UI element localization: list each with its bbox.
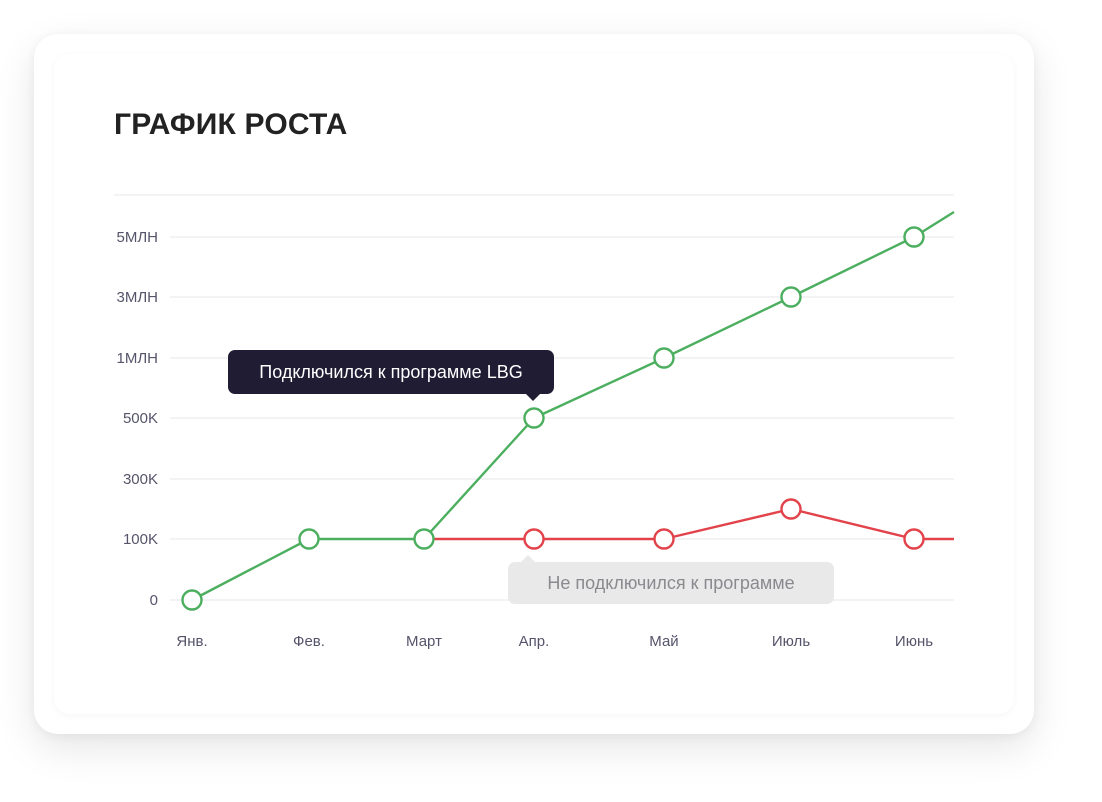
y-tick-label: 5МЛН	[116, 229, 158, 246]
x-tick-label: Апр.	[519, 633, 550, 650]
y-tick-label: 1МЛН	[116, 350, 158, 367]
y-tick-label: 300K	[123, 471, 158, 488]
series-line-connected	[191, 210, 955, 602]
series-line-not-connected	[424, 507, 954, 541]
y-tick-label: 500K	[123, 410, 158, 427]
x-tick-label: Май	[649, 633, 678, 650]
point-connected[interactable]	[298, 528, 320, 550]
point-not-connected[interactable]	[780, 498, 802, 520]
point-connected[interactable]	[780, 286, 802, 308]
y-axis-ticks: 0 100K 300K 500K 1МЛН 3МЛН 5МЛН	[116, 229, 158, 609]
y-tick-label: 0	[150, 592, 158, 609]
point-connected[interactable]	[413, 528, 435, 550]
point-connected[interactable]	[903, 226, 925, 248]
point-not-connected[interactable]	[523, 528, 545, 550]
series-points	[181, 226, 925, 611]
x-tick-label: Фев.	[293, 633, 325, 650]
point-connected[interactable]	[653, 347, 675, 369]
y-tick-label: 3МЛН	[116, 289, 158, 306]
x-tick-label: Янв.	[176, 633, 207, 650]
point-connected[interactable]	[181, 589, 203, 611]
tooltip-not-connected: Не подключился к программе	[508, 555, 834, 604]
x-tick-label: Июль	[772, 633, 810, 650]
y-tick-label: 100K	[123, 531, 158, 548]
x-tick-label: Июнь	[895, 633, 933, 650]
point-connected[interactable]	[523, 407, 545, 429]
tooltip-connected: Подключился к программе LBG	[228, 350, 554, 401]
point-not-connected[interactable]	[903, 528, 925, 550]
x-tick-label: Март	[406, 633, 442, 650]
x-axis-ticks: Янв. Фев. Март Апр. Май Июль Июнь	[176, 633, 933, 650]
chart-title: ГРАФИК РОСТА	[114, 108, 348, 141]
point-not-connected[interactable]	[653, 528, 675, 550]
